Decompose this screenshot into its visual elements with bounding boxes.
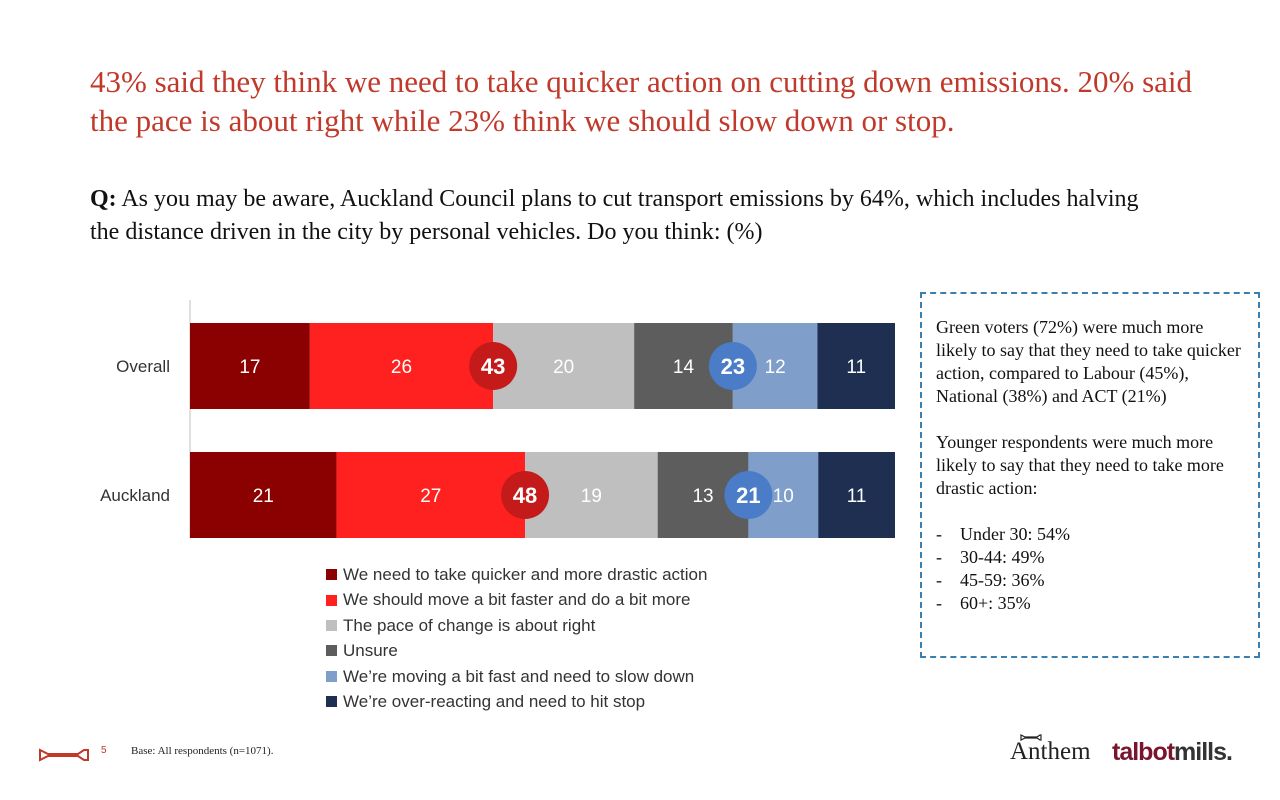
data-label: 11	[846, 357, 866, 378]
legend-swatch	[326, 594, 337, 606]
survey-question: Q: As you may be aware, Auckland Council…	[90, 183, 1150, 249]
age-breakdown-item: - Under 30: 54%	[936, 523, 1246, 546]
logo-mills-text: mills.	[1174, 738, 1233, 766]
category-label: Auckland	[100, 486, 170, 505]
question-prefix: Q:	[90, 186, 117, 212]
legend-item: Unsure	[326, 638, 707, 663]
legend-label: The pace of change is about right	[343, 615, 596, 635]
net-badge	[724, 471, 773, 519]
legend-label: We should move a bit faster and do a bit…	[343, 590, 691, 610]
legend-item: The pace of change is about right	[326, 613, 707, 638]
age-breakdown-text: 45-59: 36%	[960, 570, 1045, 590]
base-note: Base: All respondents (n=1071).	[131, 745, 274, 757]
bullet-dash: -	[936, 524, 942, 544]
legend-label: Unsure	[343, 641, 398, 661]
legend-swatch	[326, 670, 337, 682]
data-label: 21	[253, 486, 274, 507]
data-label: 11	[847, 486, 867, 507]
anthem-logo: Anthem	[1010, 738, 1091, 765]
net-badge	[708, 342, 757, 390]
legend-item: We’re moving a bit fast and need to slow…	[326, 664, 707, 689]
category-label: Overall	[116, 357, 170, 376]
bar-segment	[309, 323, 494, 409]
anthem-trumpet-icon	[1020, 734, 1042, 741]
net-label: 23	[721, 354, 745, 379]
bar-segment	[818, 452, 895, 538]
legend-swatch	[326, 619, 337, 631]
net-badge	[469, 342, 518, 390]
data-label: 12	[765, 357, 786, 378]
data-label: 10	[773, 486, 794, 507]
legend-label: We’re over-reacting and need to hit stop	[343, 691, 646, 711]
data-label: 19	[581, 486, 602, 507]
legend-swatch	[326, 696, 337, 708]
data-label: 14	[673, 357, 695, 378]
age-breakdown-text: Under 30: 54%	[960, 524, 1070, 544]
logo-talbot-text: talbot	[1112, 738, 1175, 766]
bullet-dash: -	[936, 593, 942, 613]
page-number: 5	[101, 745, 107, 756]
bar-segment	[817, 323, 895, 409]
age-breakdown-text: 60+: 35%	[960, 593, 1031, 613]
headline: 43% said they think we need to take quic…	[90, 64, 1192, 138]
legend-item: We need to take quicker and more drastic…	[326, 562, 707, 587]
callout-age-note: Younger respondents were much more likel…	[936, 432, 1224, 498]
age-breakdown-item: -30-44: 49%	[936, 546, 1246, 569]
net-label: 48	[513, 483, 537, 508]
age-breakdown-item: -60+: 35%	[936, 592, 1246, 615]
age-breakdown-list: - Under 30: 54% -30-44: 49% -45-59: 36% -60+…	[936, 523, 1246, 615]
legend-swatch	[326, 645, 337, 657]
bar-segment	[336, 452, 526, 538]
question-text: As you may be aware, Auckland Council pl…	[90, 186, 1139, 245]
net-label: 21	[736, 483, 760, 508]
chart-legend: We need to take quicker and more drastic…	[326, 562, 707, 714]
data-label: 20	[553, 357, 574, 378]
insight-callout: Green voters (72%) were much more likely…	[920, 292, 1260, 658]
data-label: 13	[692, 486, 713, 507]
legend-item: We’re over-reacting and need to hit stop	[326, 689, 707, 714]
age-breakdown-text: 30-44: 49%	[960, 547, 1045, 567]
bullet-dash: -	[936, 570, 942, 590]
data-label: 17	[239, 357, 260, 378]
trumpet-icon	[39, 748, 89, 762]
stacked-bar-chart: Overall 17 26 20 14 12 11 43 23 Auckland 21 27 19 13 1…	[100, 300, 895, 538]
age-breakdown-item: -45-59: 36%	[936, 569, 1246, 592]
legend-label: We need to take quicker and more drastic…	[343, 565, 708, 584]
legend-item: We should move a bit faster and do a bit…	[326, 587, 707, 612]
talbotmills-logo: talbotmills.	[1112, 738, 1233, 767]
legend-label: We’re moving a bit fast and need to slow…	[343, 666, 695, 686]
legend-swatch	[326, 569, 337, 581]
bar-segment	[190, 323, 310, 409]
net-label: 43	[481, 354, 505, 379]
data-label: 27	[420, 486, 441, 507]
bar-segment	[190, 452, 337, 538]
bullet-dash: -	[936, 547, 942, 567]
callout-party-note: Green voters (72%) were much more likely…	[936, 317, 1241, 406]
net-badge	[501, 471, 550, 519]
data-label: 26	[391, 357, 412, 378]
